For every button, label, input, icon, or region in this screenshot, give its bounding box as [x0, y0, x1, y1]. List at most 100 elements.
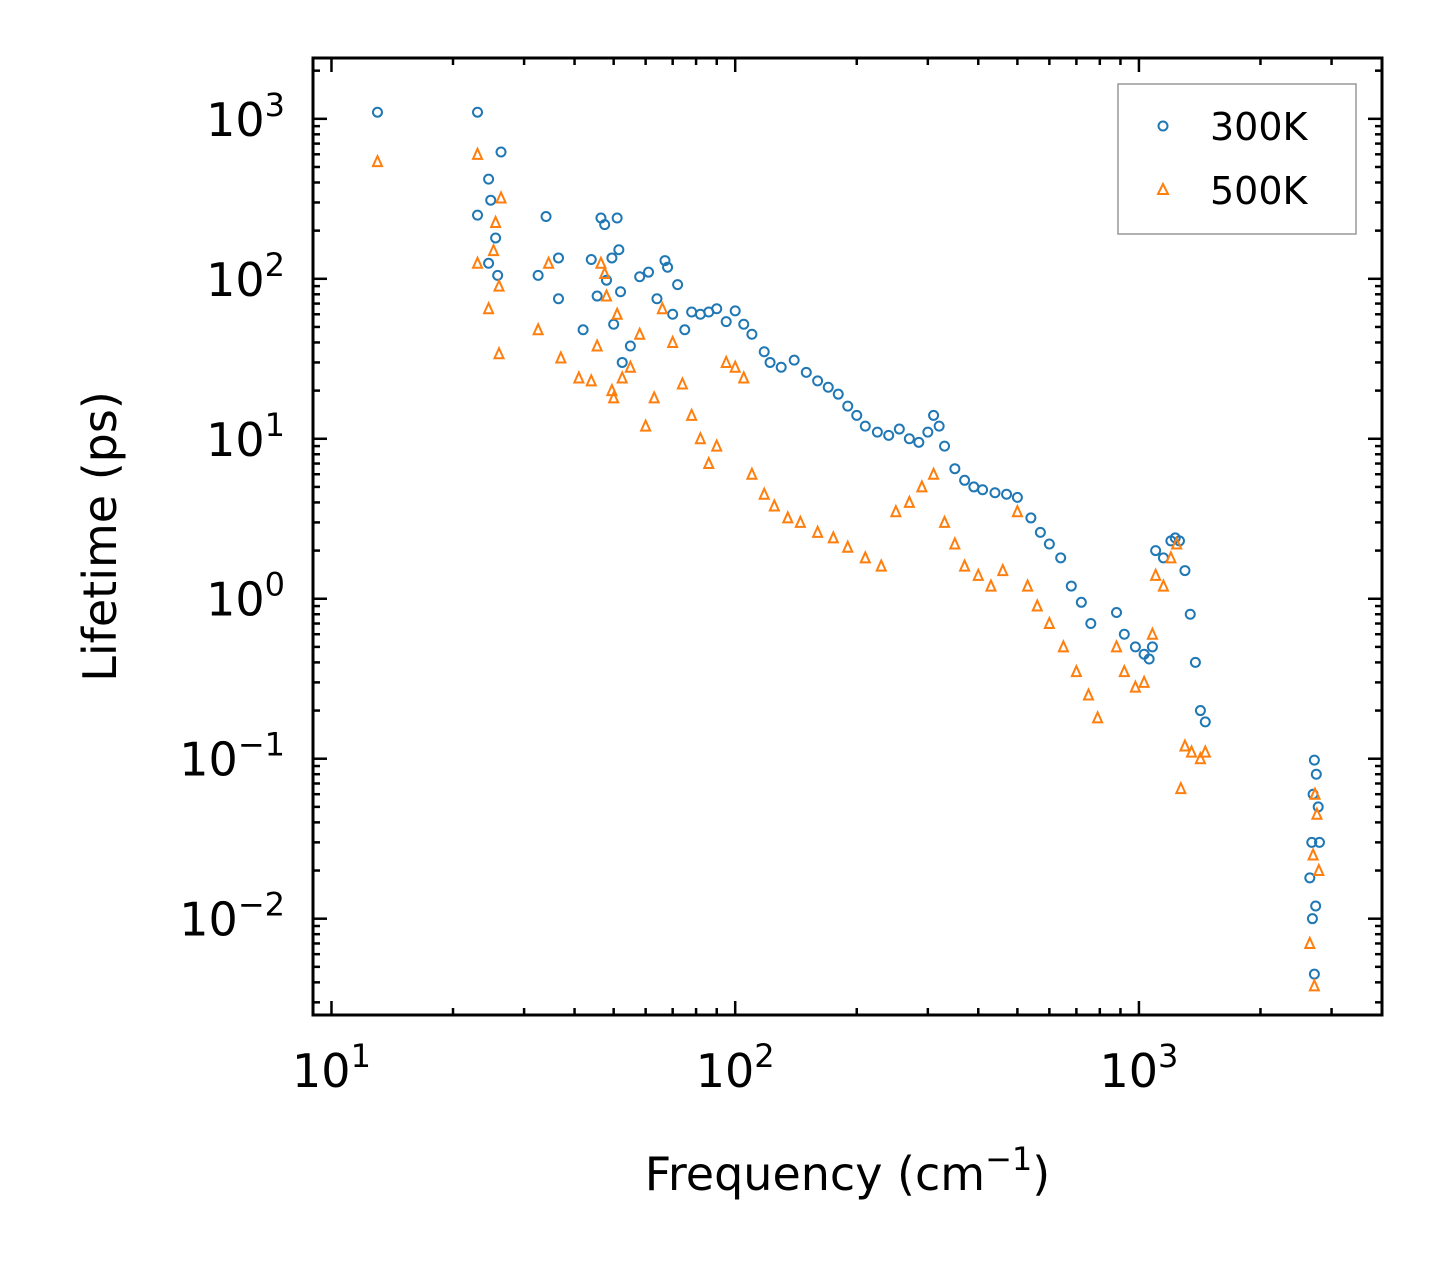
x-axis-label: Frequency (cm−1) — [645, 1140, 1050, 1201]
data-point — [613, 244, 625, 256]
y-tick-label: 103 — [206, 86, 285, 147]
data-point — [1149, 567, 1162, 581]
data-point — [968, 481, 980, 493]
data-point — [702, 455, 715, 470]
data-point — [1308, 977, 1321, 992]
data-point — [851, 409, 863, 421]
x-tick-label: 101 — [292, 1037, 371, 1098]
data-point — [1146, 641, 1158, 653]
data-point — [948, 536, 961, 550]
series-300K — [371, 106, 1325, 980]
legend-label-300K: 300K — [1210, 105, 1309, 149]
data-point — [694, 430, 707, 445]
data-point — [1185, 744, 1198, 758]
data-point — [532, 321, 545, 336]
data-point — [1308, 786, 1322, 800]
data-point — [933, 420, 945, 432]
data-point — [1189, 656, 1201, 668]
data-point — [1129, 641, 1141, 653]
data-point — [758, 486, 771, 500]
data-point — [781, 509, 794, 524]
data-point — [1043, 538, 1055, 550]
data-point — [1031, 598, 1044, 612]
data-point — [494, 190, 508, 204]
data-point — [552, 293, 564, 305]
data-point — [490, 232, 502, 244]
data-point — [915, 478, 928, 493]
data-point — [651, 293, 663, 305]
data-point — [875, 558, 888, 572]
data-point — [822, 381, 834, 393]
data-point — [720, 354, 733, 368]
data-point — [1110, 638, 1123, 653]
data-point — [648, 389, 661, 404]
data-point — [1025, 512, 1037, 524]
data-point — [711, 303, 723, 315]
data-point — [922, 426, 934, 438]
x-tick-labels: 101 102 103 — [292, 1037, 1178, 1098]
data-point — [1310, 806, 1323, 820]
data-point — [710, 438, 723, 452]
data-point — [667, 308, 679, 320]
data-point — [1118, 663, 1131, 678]
data-point — [1308, 968, 1320, 980]
data-point — [1174, 780, 1187, 795]
data-point — [1312, 862, 1325, 877]
data-point — [720, 316, 732, 328]
data-point — [685, 407, 698, 421]
y-axis-label: Lifetime (ps) — [73, 391, 127, 682]
legend-box — [1117, 83, 1357, 235]
data-point — [487, 242, 500, 257]
data-point — [624, 340, 636, 352]
data-point — [1310, 900, 1322, 912]
data-point — [1170, 536, 1183, 550]
data-point — [1308, 754, 1320, 766]
x-tick-label: 102 — [696, 1037, 775, 1098]
data-point — [989, 487, 1001, 499]
data-point — [371, 106, 383, 118]
data-point — [643, 266, 655, 278]
data-point — [745, 466, 758, 480]
data-point — [794, 514, 807, 528]
data-point — [591, 290, 603, 302]
data-point — [764, 356, 776, 368]
data-point — [1034, 526, 1046, 538]
data-point — [996, 562, 1009, 577]
data-point — [977, 484, 989, 496]
data-point — [1157, 578, 1170, 592]
data-point — [729, 305, 741, 317]
data-point — [927, 466, 940, 480]
data-point — [871, 426, 883, 438]
data-point — [949, 463, 961, 475]
data-point — [1118, 628, 1130, 640]
data-point — [1091, 709, 1104, 724]
data-point — [1313, 836, 1325, 848]
data-point — [1143, 653, 1155, 665]
data-point — [483, 173, 495, 185]
data-point — [679, 324, 691, 336]
data-point — [542, 255, 555, 269]
data-point — [903, 494, 916, 508]
data-point — [1057, 638, 1070, 653]
data-point — [540, 211, 552, 223]
data-point — [554, 350, 567, 364]
data-point — [811, 524, 824, 538]
data-point — [639, 418, 652, 432]
data-point — [859, 420, 871, 432]
data-point — [615, 286, 627, 298]
y-tick-label: 10−2 — [179, 886, 285, 947]
data-point — [1021, 578, 1034, 592]
data-point — [1199, 716, 1211, 728]
data-point — [1179, 565, 1191, 577]
data-point — [598, 265, 611, 279]
y-tick-label: 100 — [206, 566, 285, 627]
data-point — [1306, 836, 1318, 848]
data-point — [606, 252, 618, 264]
data-point — [1146, 626, 1159, 640]
data-point — [1194, 750, 1207, 765]
data-point — [482, 300, 495, 315]
data-point — [599, 219, 611, 231]
data-point — [893, 423, 905, 435]
data-point — [472, 106, 484, 118]
legend: 300K 500K — [1117, 83, 1357, 235]
